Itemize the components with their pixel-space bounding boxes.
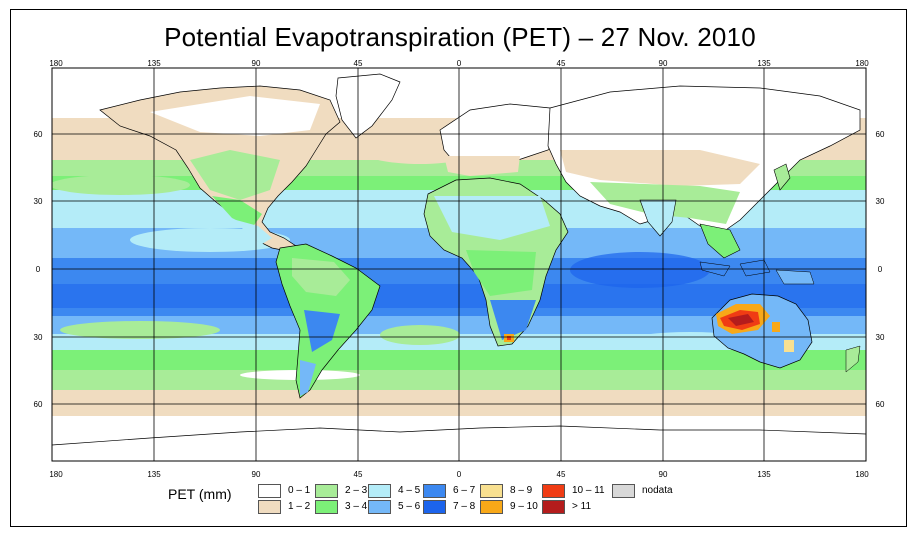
land-sa-patagonia	[300, 360, 316, 396]
legend-swatch-2-3	[315, 484, 338, 498]
graticule	[51, 67, 867, 462]
top-lon-label: 90	[252, 59, 261, 68]
legend-label-nodata: nodata	[642, 485, 673, 496]
land-australia-warm	[784, 340, 794, 352]
land-africa-south	[490, 300, 536, 340]
top-lon-label: 0	[457, 59, 462, 68]
left-lat-label: 60	[34, 130, 43, 139]
left-lat-label: 0	[36, 265, 41, 274]
map-border	[51, 67, 867, 462]
land-se-asia	[699, 223, 741, 259]
bottom-lon-label: 90	[252, 470, 261, 479]
top-lon-labels: 180 135 90 45 0 45 90 135 180	[49, 59, 869, 68]
right-lat-label: 30	[876, 333, 885, 342]
top-lon-label: 135	[757, 59, 771, 68]
land-australia-hottest	[728, 314, 754, 326]
patch-s-atlantic-green	[380, 325, 460, 345]
land-greenland	[335, 73, 401, 139]
bottom-lon-label: 180	[855, 470, 869, 479]
legend-swatch-3-4	[315, 500, 338, 514]
legend-swatch-7-8	[423, 500, 446, 514]
right-lat-label: 0	[878, 265, 883, 274]
top-lon-label: 90	[659, 59, 668, 68]
legend-swatch-4-5	[368, 484, 391, 498]
land-sa-amazon	[292, 258, 350, 296]
legend-label-8-9: 8 – 9	[510, 485, 533, 496]
land-africa-hotspot-core	[507, 336, 511, 340]
left-lat-label: 60	[34, 400, 43, 409]
land-na-south	[212, 196, 262, 228]
land-mexico-central	[236, 220, 272, 244]
legend-label-6-7: 6 – 7	[453, 485, 476, 496]
left-lat-label: 30	[34, 197, 43, 206]
right-lat-label: 30	[876, 197, 885, 206]
figure-frame	[10, 9, 907, 527]
patch-indian-blue	[570, 252, 710, 288]
bottom-lon-label: 180	[49, 470, 63, 479]
legend-label-9-10: 9 – 10	[510, 501, 538, 512]
legend-label-1-2: 1 – 2	[288, 501, 311, 512]
right-lat-labels: 60 30 0 30 60	[876, 130, 885, 409]
legend-label-7-8: 7 – 8	[453, 501, 476, 512]
left-lat-labels: 60 30 0 30 60	[34, 130, 43, 409]
legend-swatch-9-10	[480, 500, 503, 514]
patch-n-pacific-green	[52, 175, 190, 195]
legend-swatch-nodata	[612, 484, 635, 498]
bottom-lon-label: 0	[457, 470, 462, 479]
land-africa-central	[466, 250, 536, 296]
legend-swatch-10-11	[542, 484, 565, 498]
legend-swatch-6-7	[423, 484, 446, 498]
land-japan	[773, 163, 791, 191]
bottom-lon-label: 45	[557, 470, 566, 479]
map-title: Potential Evapotranspiration (PET) – 27 …	[164, 22, 756, 52]
legend-swatch-gt11	[542, 500, 565, 514]
right-lat-label: 60	[876, 400, 885, 409]
legend-swatch-5-6	[368, 500, 391, 514]
legend-label-10-11: 10 – 11	[572, 485, 605, 496]
top-lon-label: 45	[354, 59, 363, 68]
bottom-lon-label: 135	[147, 470, 161, 479]
left-lat-label: 30	[34, 333, 43, 342]
bottom-lon-label: 90	[659, 470, 668, 479]
legend-label-3-4: 3 – 4	[345, 501, 368, 512]
land-indonesia-2	[739, 259, 771, 277]
top-lon-label: 180	[855, 59, 869, 68]
land-na-central	[190, 150, 280, 200]
bottom-lon-label: 135	[757, 470, 771, 479]
land-new-guinea	[775, 269, 815, 285]
top-lon-label: 180	[49, 59, 63, 68]
top-lon-label: 135	[147, 59, 161, 68]
legend-swatch-8-9	[480, 484, 503, 498]
bottom-lon-label: 45	[354, 470, 363, 479]
legend-label-4-5: 4 – 5	[398, 485, 421, 496]
land-india	[639, 199, 677, 237]
land-africa-sahara	[434, 196, 550, 240]
land-australia-hot2	[772, 322, 780, 332]
legend-swatch-1-2	[258, 500, 281, 514]
legend-label-5-6: 5 – 6	[398, 501, 421, 512]
land-sa-southblue	[304, 310, 340, 352]
legend-title: PET (mm)	[168, 486, 232, 502]
legend-label-gt11: > 11	[572, 501, 591, 512]
land-na-north	[150, 96, 320, 136]
top-lon-label: 45	[557, 59, 566, 68]
land-new-zealand	[845, 345, 861, 373]
right-lat-label: 60	[876, 130, 885, 139]
legend-swatch-0-1	[258, 484, 281, 498]
land-europe-south	[444, 156, 520, 176]
bottom-lon-labels: 180 135 90 45 0 45 90 135 180	[49, 470, 869, 479]
land-asia-mid	[560, 150, 760, 186]
patch-s-pacific-green	[60, 321, 220, 339]
legend-label-2-3: 2 – 3	[345, 485, 368, 496]
legend-label-0-1: 0 – 1	[288, 485, 311, 496]
